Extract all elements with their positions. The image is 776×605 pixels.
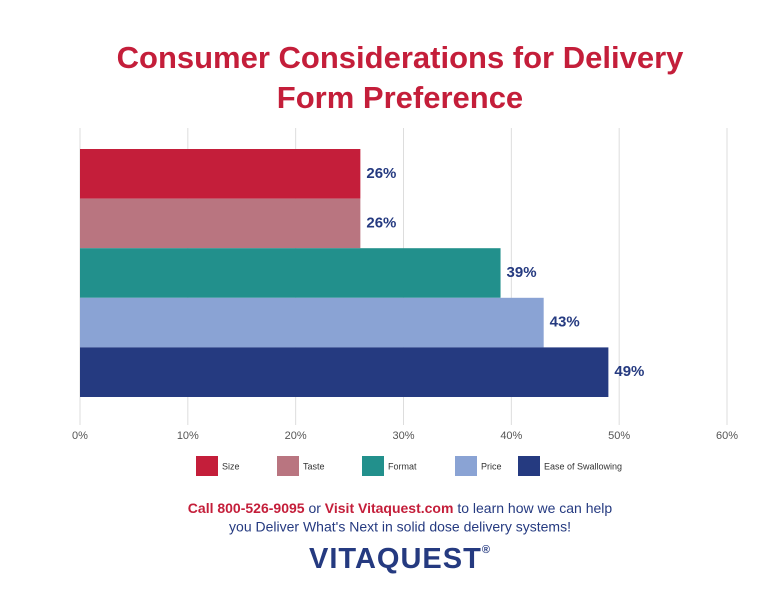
x-tick-label: 60% (716, 430, 738, 442)
x-tick-label: 30% (392, 430, 414, 442)
site: Visit Vitaquest.com (325, 500, 454, 516)
chart-subtitle: Form Preference (277, 80, 523, 115)
x-tick-label: 0% (72, 430, 88, 442)
footer-line: you Deliver What's Next in solid dose de… (229, 519, 571, 535)
legend-swatch (196, 456, 218, 476)
logo-mark: ® (482, 544, 491, 556)
value-label: 39% (507, 264, 537, 281)
legend-label: Format (388, 461, 417, 471)
legend-swatch (518, 456, 540, 476)
phone: Call 800-526-9095 (188, 500, 305, 516)
x-tick-label: 40% (500, 430, 522, 442)
value-label: 43% (550, 314, 580, 331)
value-label: 26% (366, 165, 396, 182)
legend-swatch (362, 456, 384, 476)
legend-label: Size (222, 461, 240, 471)
legend-swatch (455, 456, 477, 476)
chart-title: Consumer Considerations for Delivery (117, 40, 685, 75)
legend-swatch (277, 456, 299, 476)
footer-line: Call 800-526-9095 or Visit Vitaquest.com… (188, 500, 613, 516)
bar (80, 198, 361, 249)
bar (80, 347, 609, 397)
bar (80, 297, 544, 348)
footer-text: to learn how we can help (457, 500, 612, 516)
or: or (308, 500, 321, 516)
x-tick-label: 10% (177, 430, 199, 442)
legend-label: Price (481, 461, 502, 471)
legend-label: Ease of Swallowing (544, 461, 622, 471)
value-label: 49% (614, 363, 644, 380)
value-label: 26% (366, 214, 396, 231)
x-tick-label: 20% (285, 430, 307, 442)
x-tick-label: 50% (608, 430, 630, 442)
bar (80, 149, 361, 199)
logo-text: VITAQUEST (309, 543, 482, 575)
legend-label: Taste (303, 461, 325, 471)
bar (80, 248, 501, 298)
logo: VITAQUEST® (309, 543, 491, 575)
